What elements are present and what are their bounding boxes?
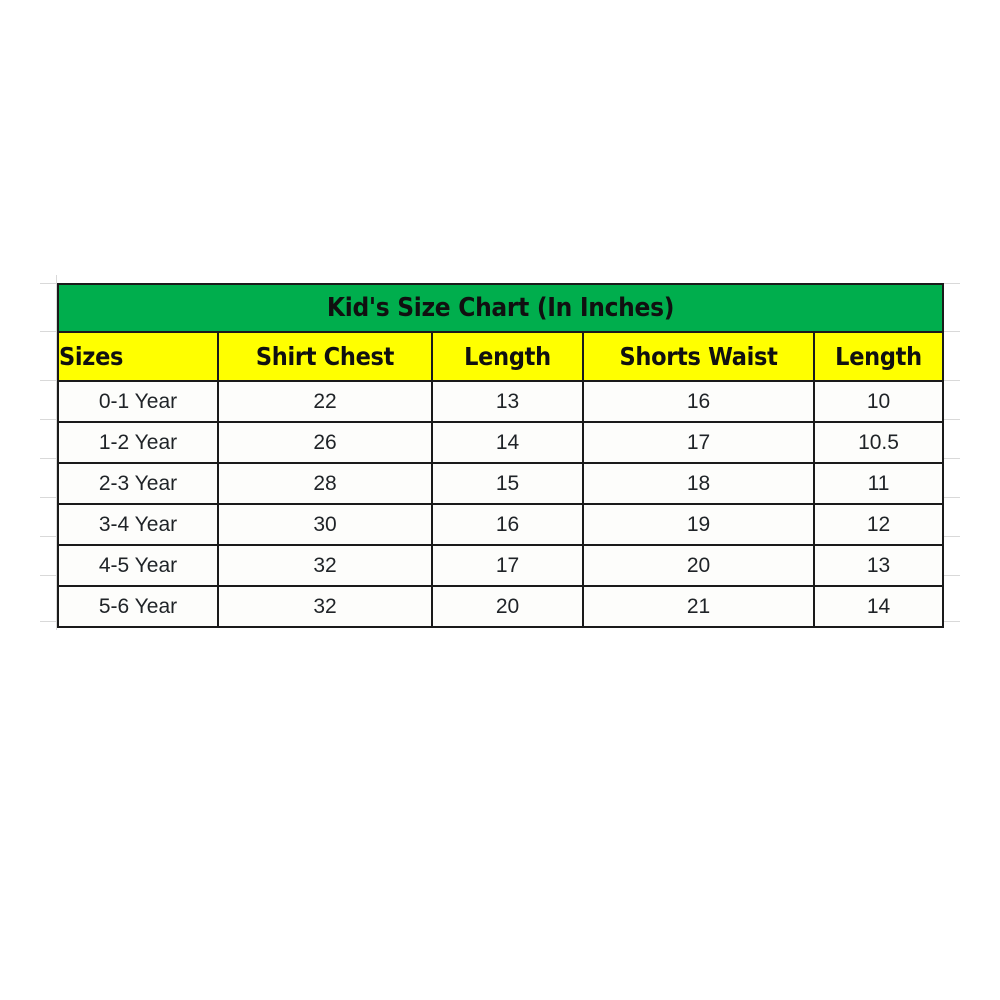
kids-size-chart-table: Kid's Size Chart (In Inches) Sizes Shirt…: [56, 283, 945, 628]
cell-shirt-length: 20: [431, 585, 584, 628]
gridline-stub: [942, 536, 960, 537]
cell-size: 2-3 Year: [57, 462, 219, 505]
gridline-stub: [942, 380, 960, 381]
cell-shirt-length: 17: [431, 544, 584, 587]
cell-size: 5-6 Year: [57, 585, 219, 628]
cell-shirt-length: 14: [431, 421, 584, 464]
cell-shirt-length: 16: [431, 503, 584, 546]
table-row: 3-4 Year 30 16 19 12: [57, 503, 945, 546]
column-header-shorts-length: Length: [812, 331, 945, 382]
gridline-stub: [942, 283, 960, 284]
table-row: 2-3 Year 28 15 18 11: [57, 462, 945, 505]
cell-shirt-chest: 22: [217, 380, 433, 423]
cell-shirt-chest: 26: [217, 421, 433, 464]
table-row: 0-1 Year 22 13 16 10: [57, 380, 945, 423]
cell-shirt-length: 15: [431, 462, 584, 505]
gridline-stub: [40, 536, 57, 537]
cell-shorts-waist: 16: [582, 380, 815, 423]
cell-size: 1-2 Year: [57, 421, 219, 464]
gridline-stub: [40, 419, 57, 420]
cell-shorts-length: 11: [812, 462, 945, 505]
cell-shorts-waist: 20: [582, 544, 815, 587]
cell-size: 4-5 Year: [57, 544, 219, 587]
cell-shorts-length: 13: [812, 544, 945, 587]
gridline-stub: [40, 575, 57, 576]
column-header-shorts-waist: Shorts Waist: [582, 331, 815, 382]
gridline-stub: [942, 458, 960, 459]
table-row: 5-6 Year 32 20 21 14: [57, 585, 945, 628]
cell-size: 3-4 Year: [57, 503, 219, 546]
cell-shirt-chest: 30: [217, 503, 433, 546]
table-row: 4-5 Year 32 17 20 13: [57, 544, 945, 587]
cell-size: 0-1 Year: [57, 380, 219, 423]
column-header-shirt-chest: Shirt Chest: [217, 331, 433, 382]
table-row: 1-2 Year 26 14 17 10.5: [57, 421, 945, 464]
chart-title: Kid's Size Chart (In Inches): [56, 283, 945, 333]
cell-shorts-length: 12: [812, 503, 945, 546]
cell-shorts-length: 10.5: [812, 421, 945, 464]
cell-shorts-waist: 18: [582, 462, 815, 505]
gridline-stub: [942, 621, 960, 622]
gridline-stub: [40, 497, 57, 498]
gridline-stub: [40, 331, 57, 332]
cell-shirt-chest: 32: [217, 544, 433, 587]
gridline-stub: [40, 458, 57, 459]
gridline-stub: [40, 621, 57, 622]
table-header-row: Sizes Shirt Chest Length Shorts Waist Le…: [57, 331, 945, 382]
gridline-stub: [942, 575, 960, 576]
cell-shorts-length: 14: [812, 585, 945, 628]
table-title-row: Kid's Size Chart (In Inches): [56, 283, 945, 333]
gridline-stub: [942, 419, 960, 420]
gridline-stub: [942, 497, 960, 498]
cell-shirt-length: 13: [431, 380, 584, 423]
column-header-sizes: Sizes: [57, 331, 219, 382]
cell-shirt-chest: 32: [217, 585, 433, 628]
cell-shorts-waist: 19: [582, 503, 815, 546]
gridline-stub: [40, 283, 57, 284]
cell-shirt-chest: 28: [217, 462, 433, 505]
cell-shorts-waist: 17: [582, 421, 815, 464]
gridline-stub: [942, 331, 960, 332]
gridline-stub: [40, 380, 57, 381]
cell-shorts-waist: 21: [582, 585, 815, 628]
column-header-shirt-length: Length: [431, 331, 584, 382]
cell-shorts-length: 10: [812, 380, 945, 423]
